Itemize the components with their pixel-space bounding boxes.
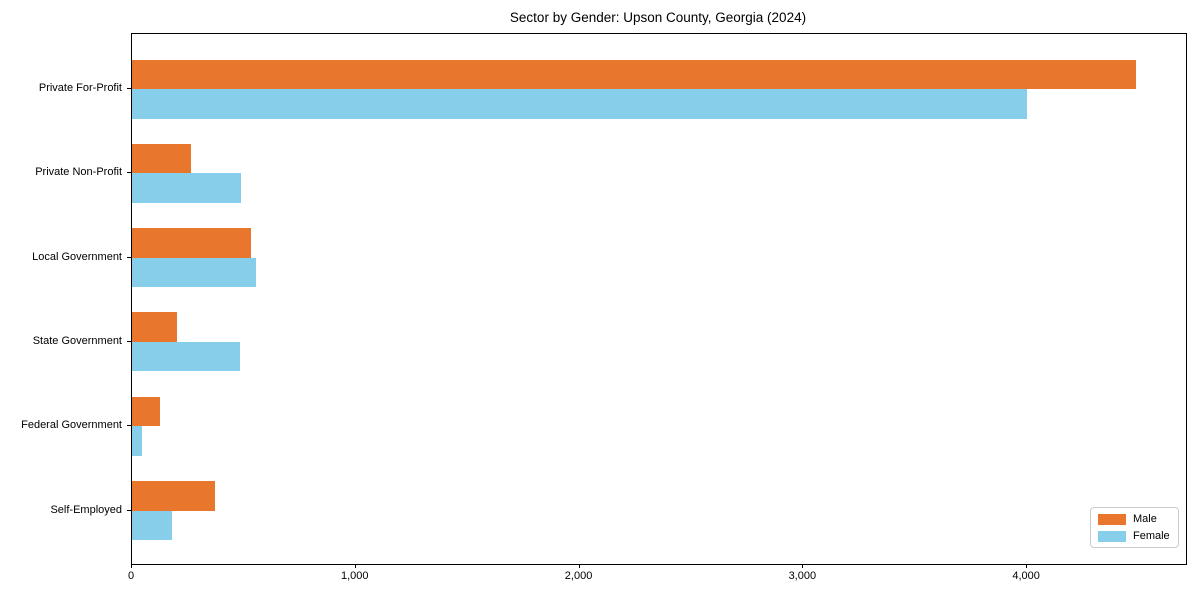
legend: Male Female [1090, 507, 1179, 548]
y-tick-mark [127, 172, 131, 174]
bar-male-federal-government [132, 396, 161, 427]
y-tick-mark [127, 256, 131, 258]
legend-entry-female: Female [1098, 530, 1170, 542]
bar-female-state-government [132, 341, 240, 372]
x-tick-mark [1026, 564, 1028, 568]
y-tick-mark [127, 340, 131, 342]
x-tick-label-2000: 2,000 [564, 570, 593, 582]
bar-male-local-government [132, 228, 251, 258]
female-swatch [1098, 530, 1126, 542]
bar-male-self-employed [132, 481, 216, 511]
x-tick-label-4000: 4,000 [1012, 570, 1040, 582]
bar-female-local-government [132, 257, 257, 288]
y-tick-label-private-for-profit: Private For-Profit [38, 82, 122, 94]
bar-female-federal-government [132, 426, 142, 456]
legend-label-male: Male [1133, 513, 1157, 525]
x-tick-label-0: 0 [127, 570, 135, 582]
legend-entry-male: Male [1098, 513, 1170, 525]
bar-male-private-for-profit [132, 59, 1137, 89]
y-tick-label-self-employed: Self-Employed [50, 503, 122, 516]
bar-female-private-non-profit [132, 173, 242, 203]
y-tick-mark [127, 509, 131, 511]
legend-label-female: Female [1133, 530, 1170, 542]
y-tick-label-local-government: Local Government [32, 250, 122, 263]
bar-female-private-for-profit [132, 89, 1028, 119]
x-tick-label-3000: 3,000 [788, 570, 817, 582]
y-tick-label-private-non-profit: Private Non-Profit [35, 166, 122, 179]
x-tick-mark [578, 564, 580, 568]
x-tick-mark [802, 564, 804, 568]
y-tick-mark [127, 425, 131, 427]
x-tick-label-1000: 1,000 [341, 570, 369, 582]
y-tick-label-state-government: State Government [32, 334, 122, 347]
x-tick-mark [354, 564, 356, 568]
bar-female-self-employed [132, 510, 172, 540]
bar-male-private-non-profit [132, 143, 192, 174]
male-swatch [1098, 513, 1126, 525]
y-tick-mark [127, 88, 131, 89]
chart-title: Sector by Gender: Upson County, Georgia … [509, 10, 807, 25]
x-tick-mark [131, 564, 132, 568]
bar-male-state-government [132, 312, 177, 342]
y-tick-label-federal-government: Federal Government [21, 419, 122, 432]
plot-area [131, 33, 1187, 565]
